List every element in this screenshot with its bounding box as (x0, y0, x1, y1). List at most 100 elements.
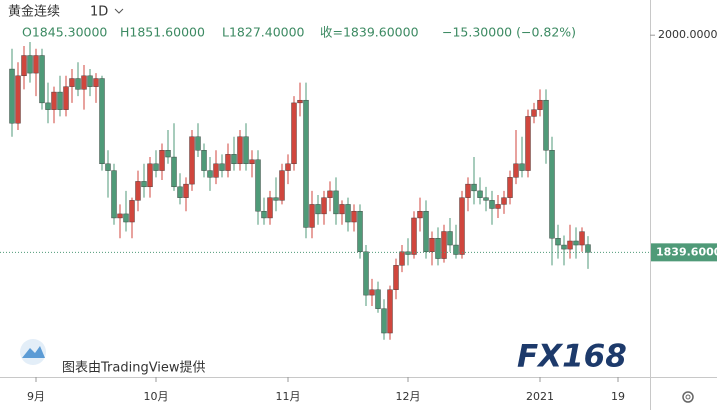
candle-body (549, 150, 555, 239)
candle-body (123, 213, 129, 223)
candle-body (375, 289, 381, 309)
candle-body (477, 190, 483, 198)
candle-body (141, 181, 147, 188)
candle-body (93, 78, 99, 87)
candle-body (39, 55, 45, 104)
candle-body (159, 150, 165, 171)
candle-body (339, 204, 345, 215)
candle-body (69, 78, 75, 87)
candle-body (75, 78, 81, 90)
candle-body (45, 102, 51, 110)
candle-body (147, 163, 153, 188)
candle-body (513, 163, 519, 178)
last-price-label: 1839.60000 (656, 245, 717, 258)
candle-body (171, 156, 177, 188)
candle-body (165, 150, 171, 158)
candle-body (441, 231, 447, 259)
candle-body (117, 213, 123, 219)
candle-body (57, 91, 63, 110)
candle-body (177, 186, 183, 198)
last-price-tag (651, 243, 717, 262)
candle-body (33, 55, 39, 74)
candle-body (105, 163, 111, 171)
candle-body (405, 251, 411, 255)
candle-body (447, 231, 453, 246)
candle-body (423, 210, 429, 253)
candle-body (21, 55, 27, 77)
settings-icon[interactable] (682, 391, 694, 403)
x-tick-label: 11月 (276, 390, 301, 403)
candle-body (207, 170, 213, 178)
y-tick-label: 2000.00000 (658, 28, 717, 41)
candle-body (183, 183, 189, 198)
candle-body (459, 197, 465, 255)
candle-body (333, 190, 339, 215)
candle-body (267, 197, 273, 219)
ohlc-legend: −15.30000 (−0.82%) (442, 25, 576, 40)
candle-body (381, 308, 387, 334)
candle-body (369, 289, 375, 296)
ohlc-legend: L1827.40000 (222, 25, 305, 40)
candle-body (489, 200, 495, 209)
candle-body (255, 159, 261, 212)
ohlc-legend: H1851.60000 (120, 25, 205, 40)
candle-body (303, 99, 309, 228)
candle-body (15, 75, 21, 124)
candle-body (81, 75, 87, 90)
candle-body (243, 136, 249, 165)
candle-body (249, 159, 255, 165)
candle-body (129, 200, 135, 223)
candle-body (261, 210, 267, 219)
candle-body (279, 170, 285, 201)
candle-body (345, 204, 351, 223)
candle-body (387, 289, 393, 334)
candle-body (525, 116, 531, 171)
watermark-icon (20, 339, 46, 365)
candle-body (63, 86, 69, 110)
candle-body (291, 102, 297, 165)
candle-body (99, 78, 105, 165)
candle-body (519, 163, 525, 171)
candle-body (297, 99, 303, 104)
candle-body (363, 251, 369, 296)
x-tick-label: 19 (611, 390, 625, 403)
watermark-text: 图表由TradingView提供 (62, 360, 206, 376)
x-tick-label: 9月 (27, 390, 45, 403)
candle-body (135, 181, 141, 201)
candle-body (225, 154, 231, 171)
candle-body (351, 210, 357, 223)
symbol: 黄金连续 (8, 4, 60, 20)
interval: 1D (90, 5, 108, 20)
candle-body (153, 163, 159, 171)
candle-body (51, 91, 57, 110)
candle-body (483, 197, 489, 201)
candle-body (321, 197, 327, 215)
candle-body (417, 210, 423, 219)
candle-body (555, 238, 561, 246)
candle-body (285, 163, 291, 171)
candle-body (273, 197, 279, 201)
candle-body (213, 163, 219, 178)
candle-body (573, 240, 579, 246)
interval-dropdown[interactable] (114, 8, 124, 14)
candle-body (453, 244, 459, 255)
candle-body (195, 136, 201, 151)
candle-body (579, 231, 585, 246)
candle-body (327, 190, 333, 198)
candle-body (501, 197, 507, 205)
candle-body (231, 154, 237, 165)
candle-body (507, 177, 513, 198)
candle-body (537, 99, 543, 110)
candle-body (543, 99, 549, 151)
x-tick-label: 10月 (144, 390, 169, 403)
candle-body (465, 183, 471, 198)
candle-body (27, 55, 33, 74)
candle-body (393, 265, 399, 290)
candle-body (111, 170, 117, 219)
candle-body (435, 238, 441, 259)
candle-body (495, 204, 501, 209)
candle-body (315, 204, 321, 215)
candle-body (429, 238, 435, 253)
candle-body (357, 210, 363, 253)
candle-body (471, 183, 477, 192)
